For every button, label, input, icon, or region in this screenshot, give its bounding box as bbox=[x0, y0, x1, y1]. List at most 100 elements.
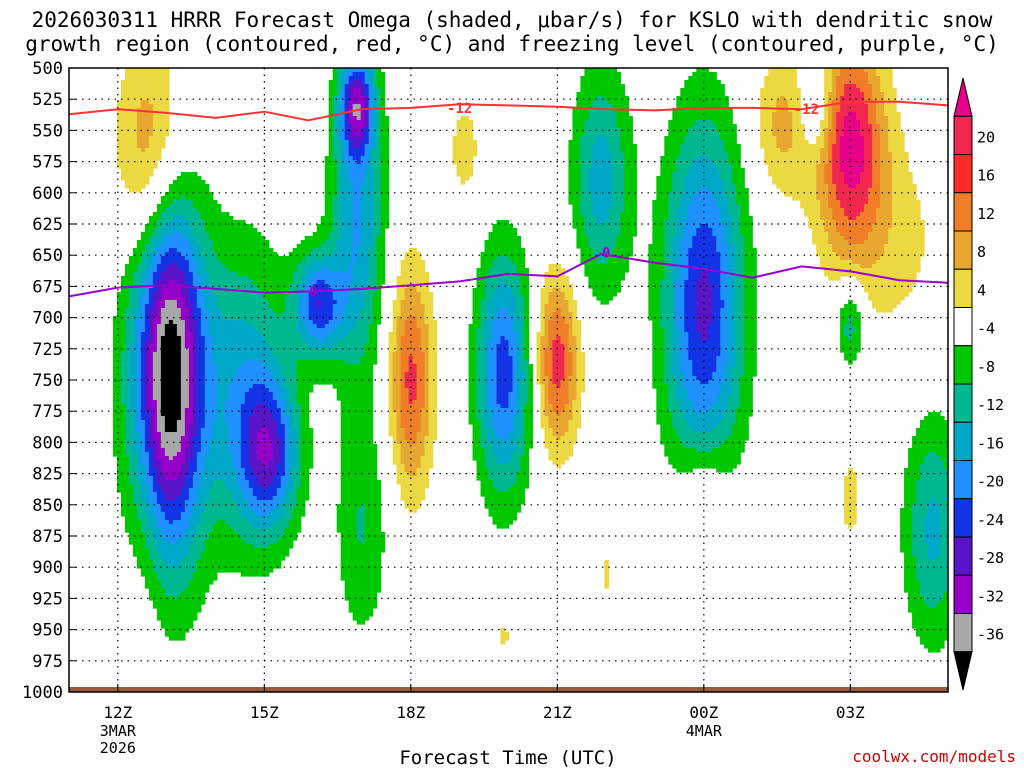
omega-cell bbox=[256, 364, 262, 369]
omega-cell bbox=[268, 388, 274, 393]
omega-cell bbox=[188, 440, 194, 445]
omega-cell bbox=[128, 280, 134, 285]
omega-cell bbox=[292, 280, 298, 285]
omega-cell bbox=[116, 336, 122, 341]
omega-cell bbox=[300, 324, 306, 329]
omega-cell bbox=[248, 528, 254, 533]
omega-cell bbox=[252, 572, 258, 577]
omega-cell bbox=[272, 468, 278, 473]
omega-cell bbox=[268, 320, 274, 325]
omega-cell bbox=[240, 260, 246, 265]
omega-cell bbox=[144, 556, 150, 561]
omega-cell bbox=[248, 536, 254, 541]
omega-cell bbox=[244, 396, 250, 401]
omega-cell bbox=[164, 304, 170, 309]
omega-cell bbox=[212, 532, 218, 537]
omega-cell bbox=[228, 468, 234, 473]
omega-cell bbox=[216, 400, 222, 405]
omega-cell bbox=[200, 544, 206, 549]
omega-cell bbox=[196, 520, 202, 525]
omega-cell bbox=[272, 488, 278, 493]
omega-cell bbox=[160, 108, 166, 113]
omega-cell bbox=[280, 304, 286, 309]
omega-cell bbox=[132, 428, 138, 433]
omega-cell bbox=[156, 280, 162, 285]
omega-cell bbox=[308, 376, 314, 381]
omega-cell bbox=[168, 320, 174, 325]
omega-cell bbox=[168, 448, 174, 453]
omega-cell bbox=[288, 480, 294, 485]
omega-cell bbox=[204, 352, 210, 357]
omega-cell bbox=[160, 372, 166, 377]
omega-cell bbox=[148, 596, 154, 601]
omega-cell bbox=[156, 240, 162, 245]
omega-cell bbox=[200, 424, 206, 429]
omega-cell bbox=[132, 544, 138, 549]
omega-cell bbox=[184, 540, 190, 545]
omega-cell bbox=[188, 468, 194, 473]
omega-cell bbox=[128, 388, 134, 393]
omega-cell bbox=[252, 372, 258, 377]
omega-cell bbox=[204, 476, 210, 481]
omega-cell bbox=[248, 488, 254, 493]
omega-cell bbox=[244, 508, 250, 513]
omega-cell bbox=[260, 380, 266, 385]
omega-cell bbox=[140, 88, 146, 93]
omega-cell bbox=[152, 384, 158, 389]
omega-cell bbox=[124, 480, 130, 485]
omega-cell bbox=[316, 356, 322, 361]
omega-cell bbox=[196, 436, 202, 441]
omega-cell bbox=[260, 540, 266, 545]
omega-cell bbox=[304, 496, 310, 501]
omega-cell bbox=[256, 292, 262, 297]
omega-cell bbox=[240, 564, 246, 569]
omega-cell bbox=[260, 392, 266, 397]
omega-cell bbox=[124, 112, 130, 117]
omega-cell bbox=[324, 164, 330, 169]
omega-cell bbox=[152, 76, 158, 81]
omega-cell bbox=[152, 500, 158, 505]
omega-cell bbox=[240, 404, 246, 409]
omega-cell bbox=[168, 464, 174, 469]
omega-cell bbox=[208, 248, 214, 253]
omega-cell bbox=[212, 332, 218, 337]
omega-cell bbox=[252, 324, 258, 329]
omega-cell bbox=[292, 396, 298, 401]
omega-cell bbox=[140, 320, 146, 325]
omega-cell bbox=[212, 536, 218, 541]
omega-cell bbox=[312, 292, 318, 297]
omega-cell bbox=[212, 368, 218, 373]
omega-cell bbox=[208, 356, 214, 361]
omega-cell bbox=[140, 312, 146, 317]
omega-cell bbox=[164, 436, 170, 441]
omega-cell bbox=[156, 368, 162, 373]
omega-cell bbox=[192, 584, 198, 589]
omega-cell bbox=[228, 256, 234, 261]
omega-cell bbox=[204, 308, 210, 313]
omega-cell bbox=[132, 140, 138, 145]
omega-cell bbox=[136, 264, 142, 269]
omega-cell bbox=[200, 504, 206, 509]
omega-cell bbox=[140, 480, 146, 485]
omega-cell bbox=[184, 560, 190, 565]
omega-cell bbox=[332, 108, 338, 113]
omega-cell bbox=[112, 356, 118, 361]
omega-cell bbox=[116, 124, 122, 129]
omega-cell bbox=[276, 548, 282, 553]
omega-cell bbox=[136, 476, 142, 481]
omega-cell bbox=[136, 256, 142, 261]
omega-cell bbox=[252, 420, 258, 425]
omega-cell bbox=[316, 248, 322, 253]
omega-cell bbox=[244, 348, 250, 353]
omega-cell bbox=[144, 320, 150, 325]
omega-cell bbox=[192, 188, 198, 193]
omega-cell bbox=[160, 320, 166, 325]
omega-cell bbox=[328, 144, 334, 149]
omega-cell bbox=[248, 516, 254, 521]
omega-cell bbox=[208, 536, 214, 541]
omega-cell bbox=[168, 596, 174, 601]
omega-cell bbox=[164, 628, 170, 633]
omega-cell bbox=[204, 196, 210, 201]
omega-cell bbox=[196, 184, 202, 189]
omega-cell bbox=[168, 312, 174, 317]
